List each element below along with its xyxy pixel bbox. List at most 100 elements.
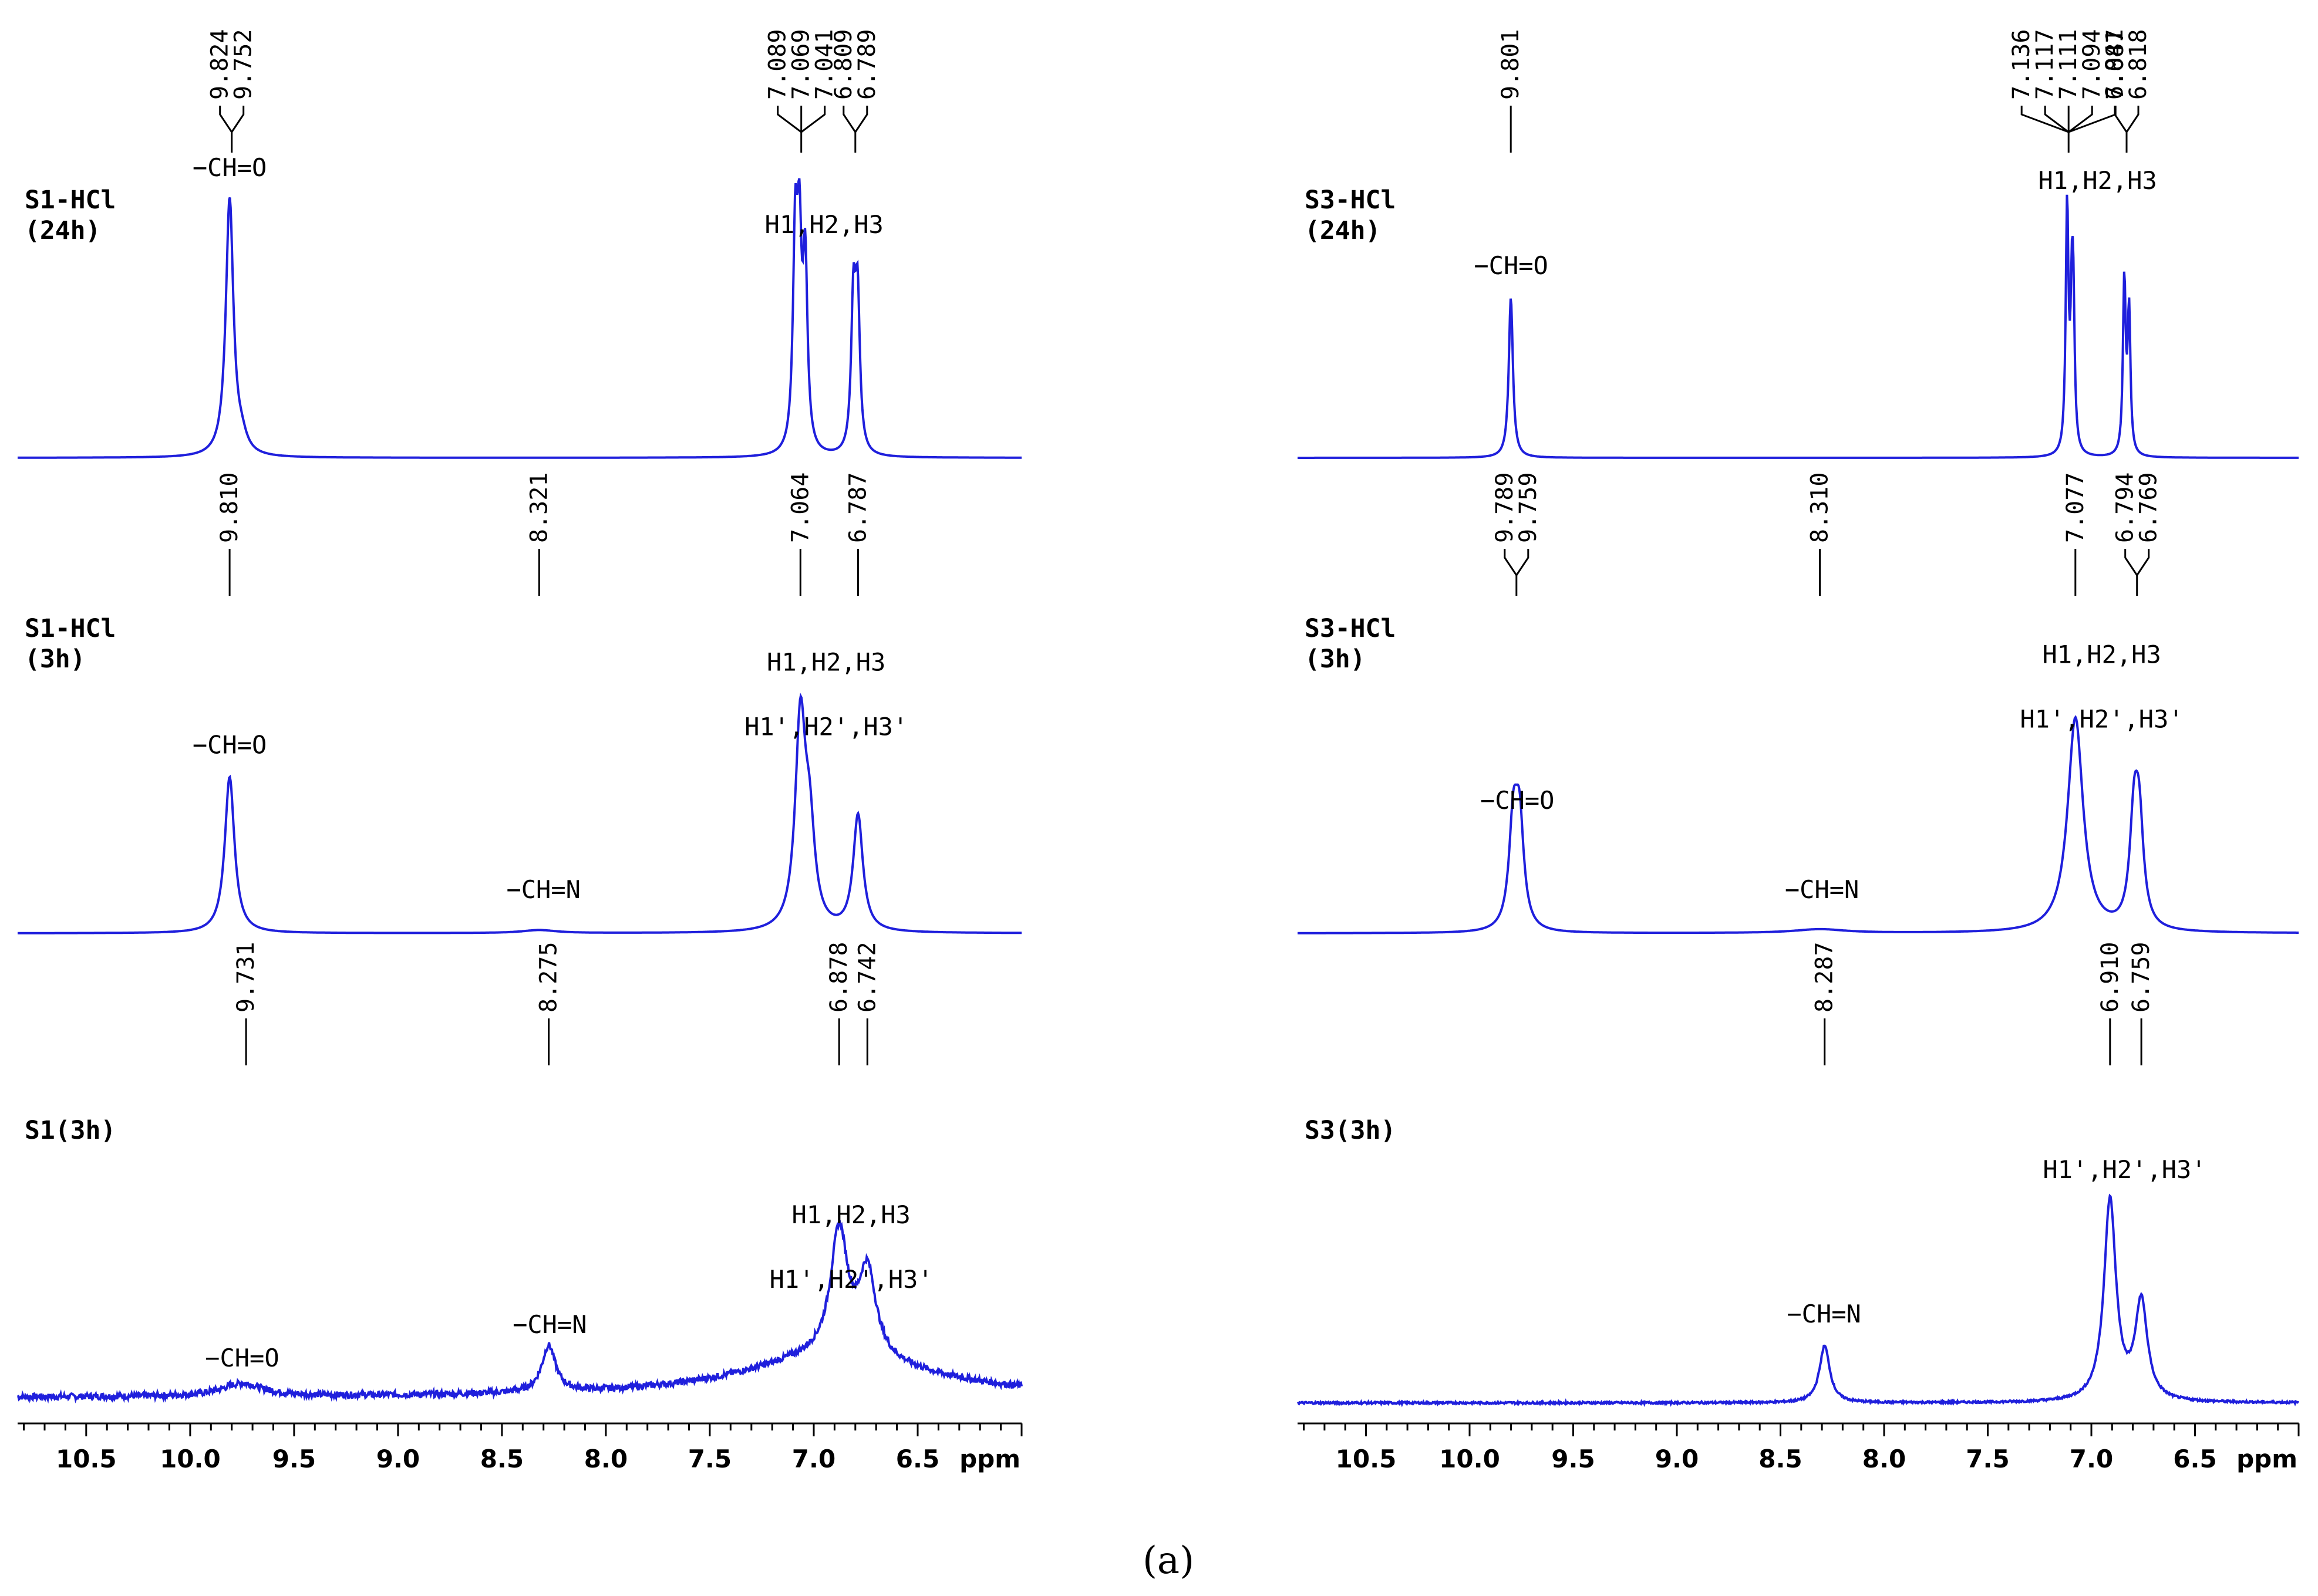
sample-label: (3h) — [1305, 645, 1366, 674]
panel-2: S3-HCl(24h)9.801 7.1367.1177.1117.0947.08… — [1296, 29, 2300, 1473]
shift-label: 9.810 — [216, 473, 243, 543]
shift-label: 7.117 — [2031, 29, 2058, 100]
shift-leader — [800, 106, 826, 133]
shift-leader — [1504, 549, 1518, 576]
sample-label: (24h) — [25, 216, 100, 245]
assignment-label: −CH=O — [205, 1344, 279, 1372]
shift-label: 6.794 — [2112, 473, 2139, 543]
x-tick-label: 6.5 — [2173, 1445, 2216, 1473]
x-tick-label: 9.5 — [1551, 1445, 1595, 1473]
shift-leader — [777, 106, 802, 133]
spectrum-trace — [1296, 1193, 2300, 1408]
shift-label: 9.801 — [1497, 29, 1524, 100]
x-tick-label: 9.0 — [376, 1445, 420, 1473]
assignment-label: H1',H2',H3' — [2043, 1155, 2206, 1184]
sample-label: S3(3h) — [1305, 1116, 1396, 1145]
shift-label: 7.087 — [2102, 29, 2129, 100]
shift-leader — [854, 106, 868, 133]
x-tick-label: 6.5 — [896, 1445, 939, 1473]
spectrum-trace — [18, 178, 1022, 459]
shift-label: 9.824 — [207, 29, 234, 100]
spectrum-trace — [1298, 715, 2299, 934]
assignment-label: H1,H2,H3 — [765, 210, 884, 239]
x-tick-label: 7.5 — [1966, 1445, 2009, 1473]
shift-leader — [219, 106, 233, 133]
assignment-label: H1,H2,H3 — [2042, 640, 2161, 669]
spectrum-1-2: S1-HCl(3h) 9.810 8.321 7.064 6.787 −CH=O −CH=N… — [18, 473, 1022, 934]
spectrum-2-1: S3-HCl(24h) 9.801 7.1367.1177.1117.0947.08… — [1298, 29, 2299, 459]
x-tick-label: 10.5 — [1336, 1445, 1397, 1473]
shift-leader — [2125, 106, 2140, 133]
shift-label: 7.041 — [811, 29, 838, 100]
assignment-label: −CH=N — [1785, 875, 1859, 904]
shift-label: 7.089 — [764, 29, 791, 100]
sample-label: (3h) — [25, 645, 86, 674]
shift-leader — [1515, 549, 1529, 576]
assignment-label: −CH=O — [193, 153, 267, 182]
shift-label: 8.275 — [535, 942, 562, 1013]
shift-label: 8.310 — [1807, 473, 1834, 543]
assignment-label: H1,H2,H3 — [767, 647, 885, 676]
spectrum-trace — [18, 693, 1022, 934]
shift-label: 6.809 — [830, 29, 857, 100]
shift-label: 6.818 — [2125, 29, 2152, 100]
shift-leader — [2114, 106, 2128, 133]
shift-leader — [843, 106, 857, 133]
sample-label: S3-HCl — [1305, 614, 1396, 643]
assignment-label: −CH=O — [1480, 786, 1554, 815]
assignment-label: −CH=O — [1474, 251, 1548, 280]
assignment-label: H1',H2',H3' — [744, 712, 908, 741]
sample-label: S3-HCl — [1305, 185, 1396, 215]
sample-label: S1-HCl — [25, 185, 116, 215]
shift-label: 9.759 — [1515, 473, 1542, 543]
shift-label: 6.769 — [2135, 473, 2162, 543]
spectrum-trace — [16, 1220, 1023, 1404]
spectrum-1-3: S1(3h) 9.731 8.275 6.878 6.742 −CH=O −CH=N H1,H… — [16, 942, 1023, 1404]
x-axis: 10.5 10.0 9.5 9.0 8.5 8.0 7.5 7.0 6.5 ppm — [18, 1422, 1023, 1473]
shift-label: 6.878 — [826, 942, 853, 1013]
x-tick-label: 9.0 — [1655, 1445, 1699, 1473]
assignment-label: H1',H2',H3' — [2020, 705, 2184, 734]
assignment-label: −CH=N — [1787, 1300, 1861, 1328]
assignment-label: −CH=N — [513, 1310, 587, 1339]
sample-label: S1-HCl — [25, 614, 116, 643]
assignment-label: H1,H2,H3 — [2038, 166, 2157, 195]
shift-label: 8.287 — [1811, 942, 1838, 1013]
spectrum-trace — [1298, 194, 2299, 459]
shift-label: 6.910 — [2097, 942, 2124, 1013]
shift-leader — [2044, 106, 2070, 133]
x-tick-label: 10.0 — [1439, 1445, 1500, 1473]
shift-leader — [2020, 106, 2069, 133]
x-axis-label: ppm — [2236, 1445, 2297, 1473]
shift-label: 7.111 — [2055, 29, 2082, 100]
shift-label: 6.742 — [854, 942, 881, 1013]
figure-caption: (a) — [1143, 1539, 1194, 1582]
sample-label: S1(3h) — [25, 1116, 116, 1145]
shift-leader — [2124, 549, 2138, 576]
shift-leader — [231, 106, 245, 133]
x-tick-label: 8.5 — [1758, 1445, 1802, 1473]
shift-label: 6.787 — [844, 473, 871, 543]
spectrum-2-3: S3(3h) 8.287 6.910 6.759 −CH=N H1',H2',H3' — [1296, 942, 2300, 1408]
assignment-label: −CH=O — [193, 730, 267, 759]
shift-label: 9.752 — [230, 29, 257, 100]
x-tick-label: 10.0 — [160, 1445, 221, 1473]
x-tick-label: 7.5 — [688, 1445, 732, 1473]
x-tick-label: 7.0 — [792, 1445, 835, 1473]
shift-label: 6.789 — [854, 29, 881, 100]
shift-label: 9.731 — [233, 942, 260, 1013]
shift-label: 9.789 — [1491, 473, 1518, 543]
x-tick-label: 9.5 — [272, 1445, 316, 1473]
shift-label: 7.136 — [2008, 29, 2035, 100]
x-tick-label: 8.0 — [1862, 1445, 1906, 1473]
shift-label: 6.841 — [2101, 29, 2128, 100]
x-axis-label: ppm — [959, 1445, 1020, 1473]
x-tick-label: 7.0 — [2070, 1445, 2113, 1473]
assignment-label: H1,H2,H3 — [792, 1200, 911, 1229]
assignment-label: −CH=N — [506, 875, 580, 904]
